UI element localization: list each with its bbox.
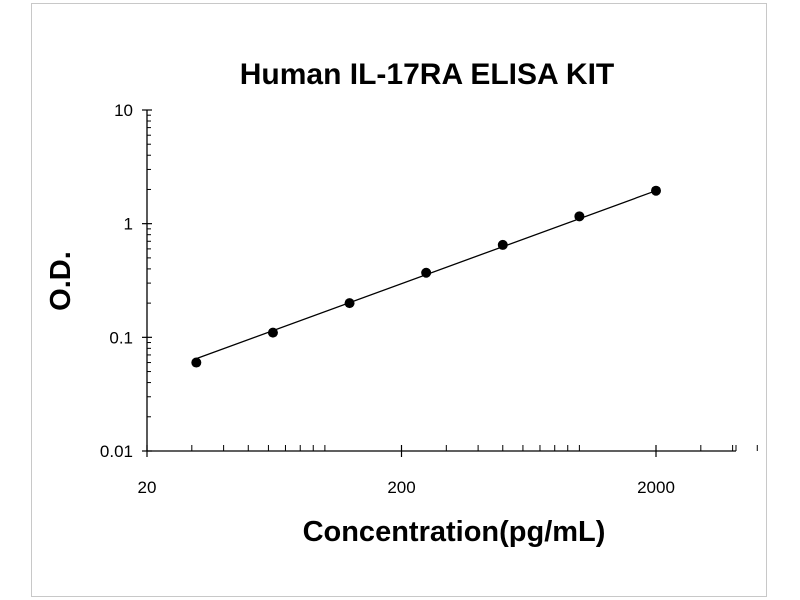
y-tick-label: 0.1 — [109, 328, 133, 347]
data-point — [651, 185, 661, 196]
data-point — [267, 327, 278, 338]
data-point — [574, 211, 585, 222]
x-tick-label: 20 — [138, 478, 157, 497]
y-tick-label: 0.01 — [100, 442, 133, 461]
data-point — [344, 298, 355, 309]
tick-labels: 10 1 0.1 0.01 20 200 2000 — [100, 101, 675, 497]
ticks — [142, 109, 758, 457]
x-tick-label: 2000 — [637, 478, 675, 497]
x-axis-label: Concentration(pg/mL) — [303, 516, 606, 548]
chart-title: Human IL-17RA ELISA KIT — [240, 58, 614, 91]
axes — [146, 110, 736, 452]
y-axis-label: O.D. — [45, 251, 77, 311]
data-point — [497, 239, 508, 250]
chart-frame — [31, 3, 767, 597]
x-tick-label: 200 — [387, 478, 415, 497]
y-tick-label: 1 — [124, 215, 133, 234]
data-point — [421, 267, 432, 278]
y-tick-label: 10 — [114, 101, 133, 120]
data-points — [191, 185, 661, 368]
data-point — [191, 357, 202, 368]
